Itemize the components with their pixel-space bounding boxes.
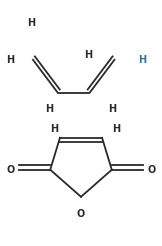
Text: H: H <box>6 55 14 65</box>
Text: H: H <box>112 124 120 134</box>
Text: H: H <box>84 50 92 60</box>
Text: O: O <box>147 165 156 175</box>
Text: O: O <box>77 209 85 219</box>
Text: H: H <box>50 124 58 134</box>
Text: O: O <box>6 165 15 175</box>
Text: H: H <box>109 105 117 114</box>
Text: H: H <box>45 105 53 114</box>
Text: H: H <box>139 55 147 65</box>
Text: H: H <box>28 18 36 28</box>
